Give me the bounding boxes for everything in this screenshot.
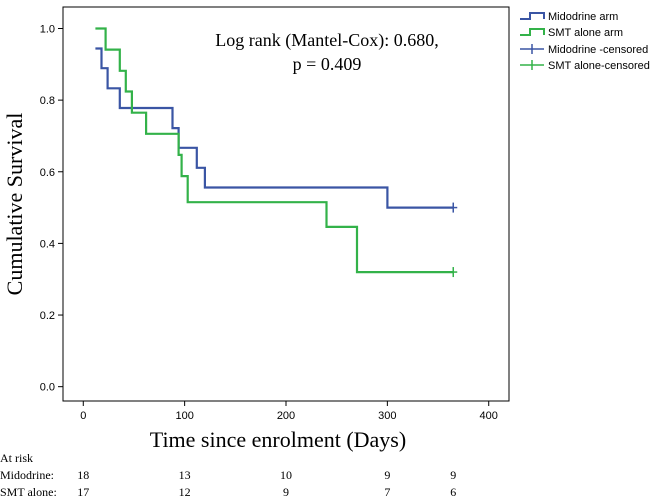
y-tick-label: 0.0 <box>40 382 55 394</box>
x-tick-label: 0 <box>80 410 86 422</box>
legend-item-midodrine: Midodrine arm <box>520 11 618 23</box>
series-line-smt-alone-arm <box>95 27 454 274</box>
plot-frame <box>62 6 510 402</box>
annotation-line-2: p = 0.409 <box>293 54 362 74</box>
x-tick-label: 400 <box>480 410 498 422</box>
at-risk-cell: 9 <box>384 468 391 482</box>
legend-label-midodrine-censored: Midodrine -censored <box>548 44 648 56</box>
y-tick-label: 1.0 <box>40 23 55 35</box>
legend: Midodrine arm SMT alone arm Midodrine -c… <box>512 7 667 73</box>
y-axis: 0.0 0.2 0.4 0.6 0.8 1.0 <box>40 23 63 394</box>
legend-background <box>512 7 667 73</box>
at-risk-cell: 6 <box>450 485 457 499</box>
at-risk-cell: 7 <box>384 485 391 499</box>
x-tick-label: 300 <box>378 410 396 422</box>
y-tick-label: 0.6 <box>40 167 55 179</box>
legend-item-smt: SMT alone arm <box>520 27 623 39</box>
at-risk-cell: 17 <box>77 485 90 499</box>
y-tick-label: 0.8 <box>40 95 55 107</box>
at-risk-cell: 10 <box>280 468 292 482</box>
at-risk-cell: 12 <box>178 485 191 499</box>
at-risk-cell: 9 <box>283 485 289 499</box>
x-tick-label: 100 <box>175 410 193 422</box>
at-risk-title: At risk <box>0 451 33 465</box>
legend-label-smt-censored: SMT alone-censored <box>548 60 650 72</box>
y-tick-label: 0.4 <box>40 238 55 250</box>
series-layer <box>95 27 458 278</box>
at-risk-cell: 9 <box>450 468 457 482</box>
at-risk-row-label-smt: SMT alone: <box>0 485 57 499</box>
y-axis-label: Cumulative Survival <box>2 113 27 296</box>
x-axis: 0 100 200 300 400 <box>80 401 498 422</box>
at-risk-cell: 13 <box>178 468 191 482</box>
legend-item-smt-censored: SMT alone-censored <box>520 60 650 72</box>
legend-swatch-smt <box>520 28 545 36</box>
y-tick-label: 0.2 <box>40 310 55 322</box>
x-tick-label: 200 <box>277 410 295 422</box>
legend-item-midodrine-censored: Midodrine -censored <box>520 44 648 56</box>
legend-label-smt: SMT alone arm <box>548 27 623 39</box>
at-risk-cell: 18 <box>77 468 90 482</box>
x-axis-label: Time since enrolment (Days) <box>150 427 406 452</box>
annotation-line-1: Log rank (Mantel-Cox): 0.680, <box>215 30 438 51</box>
legend-label-midodrine: Midodrine arm <box>548 11 618 23</box>
at-risk-row-label-midodrine: Midodrine: <box>0 468 54 482</box>
series-line-midodrine-arm <box>95 47 454 209</box>
legend-swatch-midodrine <box>520 12 545 20</box>
